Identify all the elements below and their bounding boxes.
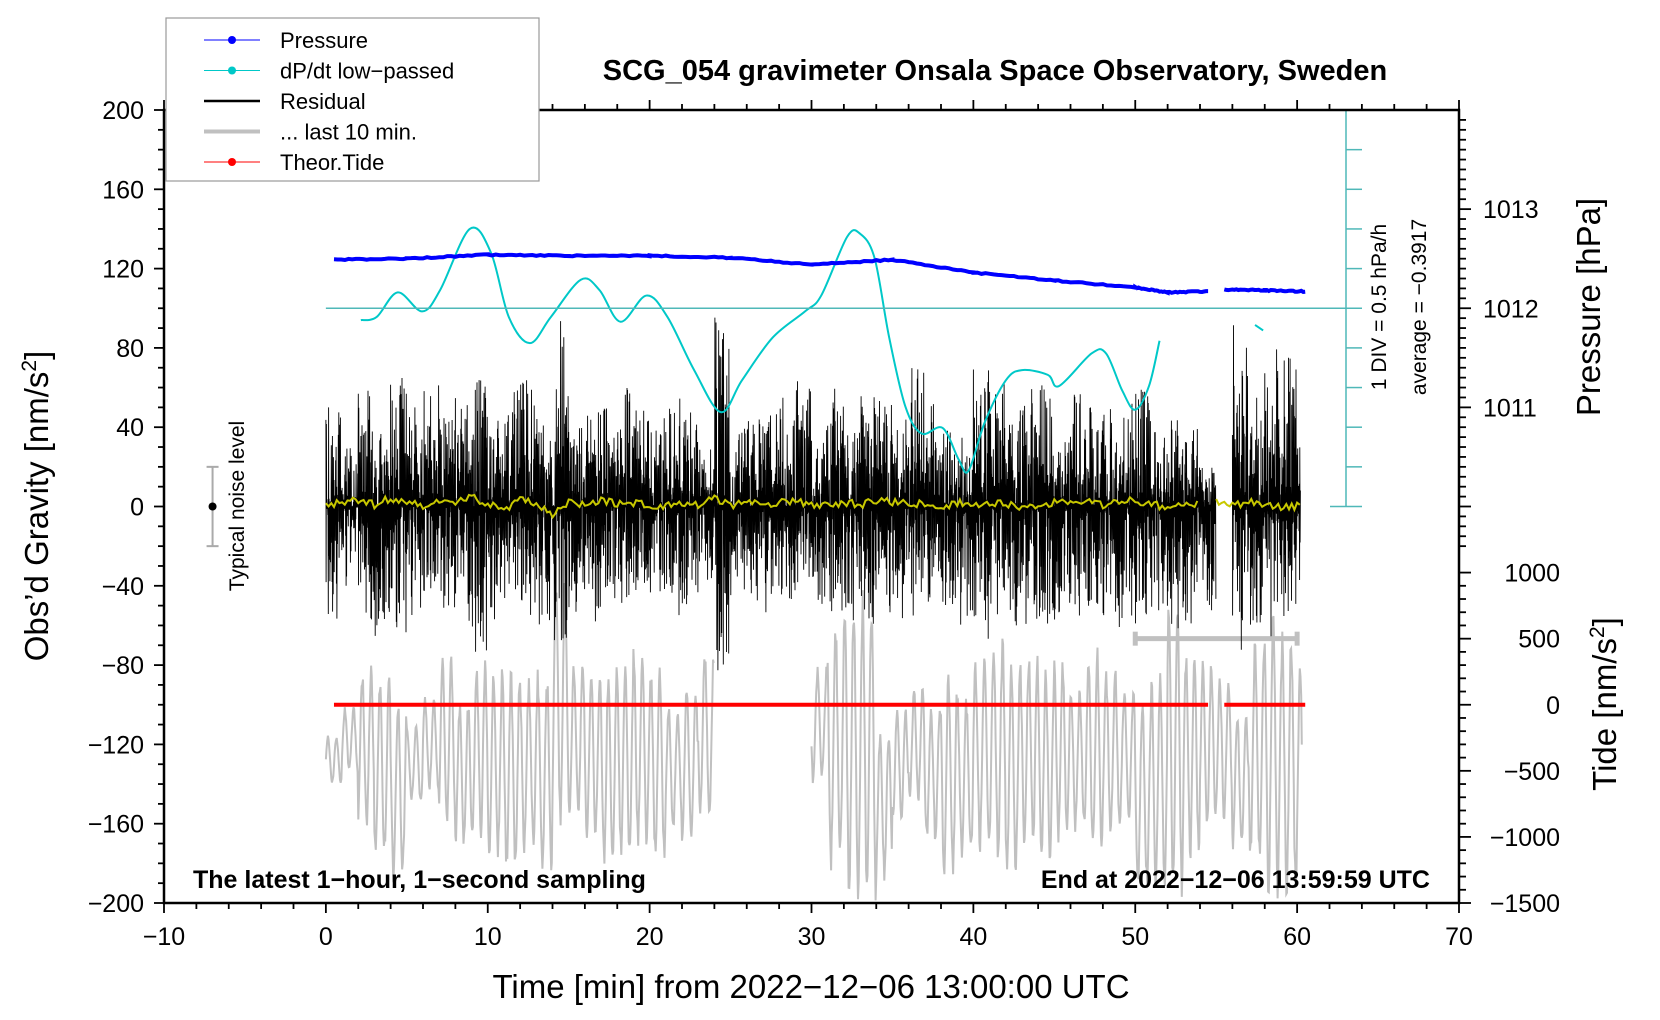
y-axis-label-text: Obs’d Gravity [nm/s — [18, 372, 55, 662]
sampling-annotation: The latest 1−hour, 1−second sampling — [193, 866, 646, 894]
x-tick-label: 50 — [1121, 923, 1149, 951]
y-tick-label: 200 — [102, 97, 144, 125]
tide-tick-label: −500 — [1504, 758, 1560, 786]
y-axis-label: Obs’d Gravity [nm/s2] — [18, 351, 55, 662]
y-axis-label-sup: 2 — [18, 360, 41, 372]
tide-tick-label: 0 — [1546, 692, 1560, 720]
y-tick-label: −120 — [88, 731, 144, 759]
y-tick-label: 120 — [102, 256, 144, 284]
legend-swatch-dot — [228, 66, 236, 75]
legend-box — [165, 17, 540, 182]
legend-label: ... last 10 min. — [280, 120, 417, 145]
tide-axis-label: Tide [nm/s2] — [1586, 617, 1623, 791]
legend-label: Pressure — [280, 28, 368, 53]
x-tick-label: 0 — [319, 923, 333, 951]
series-layer — [206, 109, 1362, 901]
pressure-tick-label: 1011 — [1483, 394, 1537, 422]
pressure-line — [333, 252, 1306, 296]
y-tick-label: −80 — [102, 652, 144, 680]
tide-tick-label: 500 — [1518, 626, 1560, 654]
noise-level-dot — [208, 502, 217, 511]
pressure-axis-label: Pressure [hPa] — [1570, 198, 1607, 416]
smoothed-residual-line — [325, 493, 1301, 520]
y-tick-label: −160 — [88, 811, 144, 839]
tide-axis-label-sup: 2 — [1586, 626, 1609, 638]
dpdt-scale-annotation: 1 DIV = 0.5 hPa/h — [1368, 224, 1391, 390]
x-tick-label: 60 — [1283, 923, 1311, 951]
y-tick-label: −200 — [88, 890, 144, 918]
y-tick-label: −40 — [102, 573, 144, 601]
residual-line — [325, 317, 1301, 671]
y-tick-label: 80 — [116, 335, 144, 363]
x-axis-label: Time [min] from 2022−12−06 13:00:00 UTC — [492, 968, 1129, 1005]
dpdt-average-annotation: average = −0.3917 — [1408, 219, 1431, 395]
x-tick-label: 70 — [1445, 923, 1473, 951]
legend: Pressure dP/dt low−passed Residual ... last… — [165, 17, 540, 182]
pressure-tick-label: 1013 — [1483, 196, 1539, 224]
chart-title: SCG_054 gravimeter Onsala Space Observat… — [603, 55, 1387, 87]
axes-layer: −10 0 10 20 30 40 50 60 70 200 160 120 80 40 0 −40 −80 −1… — [88, 97, 1560, 951]
y-axis-label-end: ] — [18, 351, 55, 360]
legend-swatch-dot — [228, 36, 236, 44]
x-tick-label: 20 — [636, 923, 664, 951]
y-tick-label: 0 — [130, 494, 144, 522]
y-tick-label: 40 — [116, 414, 144, 442]
legend-label: Residual — [280, 89, 366, 114]
x-tick-label: 30 — [798, 923, 826, 951]
dpdt-line — [1254, 324, 1264, 332]
end-time-annotation: End at 2022−12−06 13:59:59 UTC — [1041, 866, 1430, 894]
dpdt-line — [360, 226, 1161, 474]
tide-tick-label: 1000 — [1504, 560, 1560, 588]
legend-label: dP/dt low−passed — [280, 59, 454, 84]
noise-level-label: Typical noise level — [226, 421, 249, 591]
tide-tick-label: −1500 — [1490, 890, 1560, 918]
legend-swatch-dot — [228, 158, 236, 166]
x-tick-label: −10 — [143, 923, 185, 951]
y-tick-label: 160 — [102, 176, 144, 204]
legend-label: Theor.Tide — [280, 150, 384, 175]
last-10-min-line — [324, 582, 1303, 901]
tide-tick-label: −1000 — [1490, 824, 1560, 852]
tide-axis-label-text: Tide [nm/s — [1586, 638, 1623, 791]
x-tick-label: 10 — [474, 923, 502, 951]
tide-axis-label-end: ] — [1586, 617, 1623, 626]
x-tick-label: 40 — [959, 923, 987, 951]
pressure-tick-label: 1012 — [1483, 295, 1539, 323]
series-clip-group — [324, 226, 1306, 901]
